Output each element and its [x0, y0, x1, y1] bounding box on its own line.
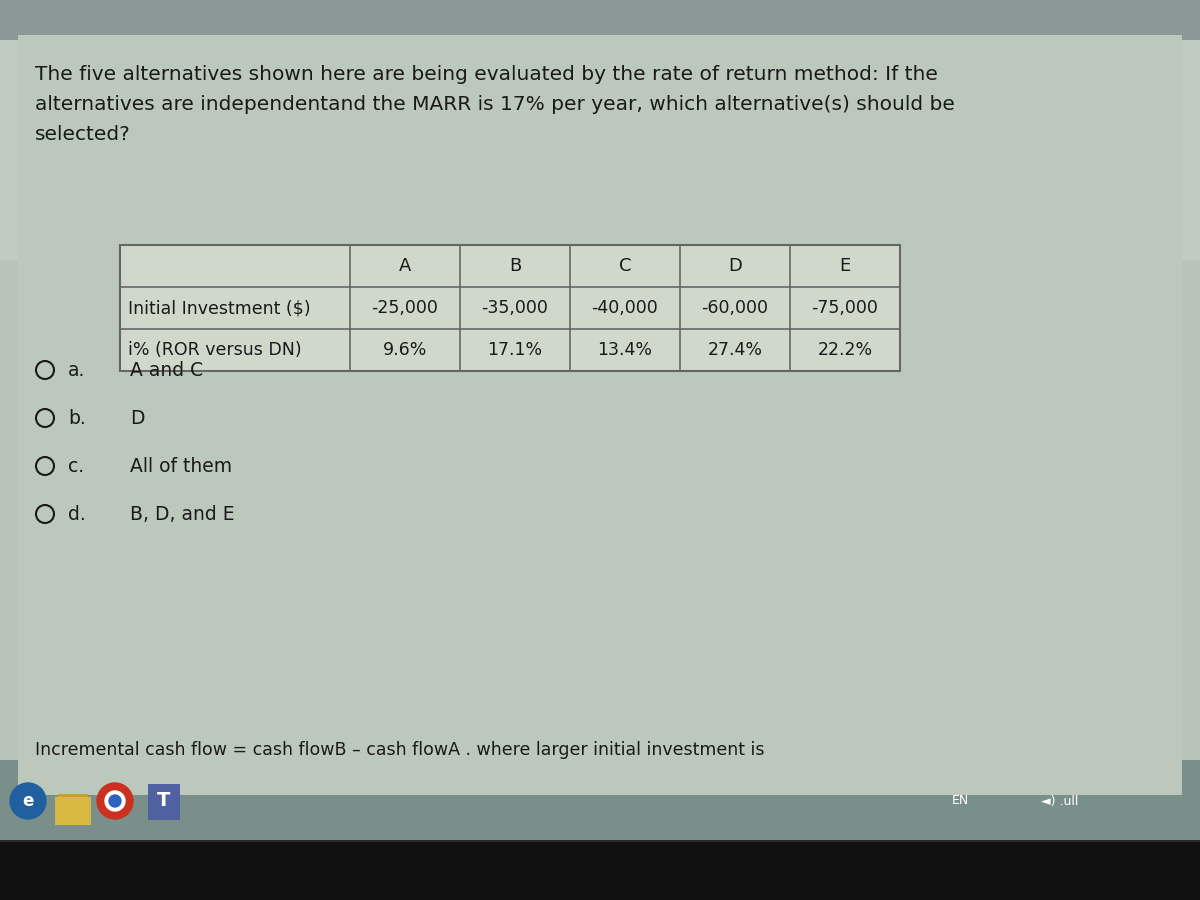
- Text: C: C: [619, 257, 631, 275]
- Text: T: T: [157, 791, 170, 811]
- Text: A: A: [398, 257, 412, 275]
- Bar: [120, 245, 900, 371]
- Text: -60,000: -60,000: [702, 299, 768, 317]
- Text: alternatives are independentand the MARR is 17% per year, which alternative(s) s: alternatives are independentand the MARR…: [35, 95, 955, 114]
- Bar: [0, 840, 1200, 900]
- Circle shape: [106, 791, 125, 811]
- Text: c.: c.: [68, 456, 84, 475]
- Text: 17.1%: 17.1%: [487, 341, 542, 359]
- Text: 13.4%: 13.4%: [598, 341, 653, 359]
- Text: ◄) .ull: ◄) .ull: [1042, 795, 1079, 807]
- Bar: [0, 40, 1200, 800]
- Text: EN: EN: [952, 795, 968, 807]
- Text: -40,000: -40,000: [592, 299, 659, 317]
- Text: -75,000: -75,000: [811, 299, 878, 317]
- Circle shape: [109, 795, 121, 807]
- Bar: [0, 842, 1200, 900]
- Text: All of them: All of them: [130, 456, 232, 475]
- Text: selected?: selected?: [35, 125, 131, 144]
- Bar: [0, 760, 1200, 840]
- Text: d.: d.: [68, 505, 85, 524]
- Bar: [0, 40, 1200, 260]
- Circle shape: [97, 783, 133, 819]
- Bar: [148, 784, 180, 820]
- Text: B, D, and E: B, D, and E: [130, 505, 235, 524]
- Text: i% (ROR versus DN): i% (ROR versus DN): [128, 341, 301, 359]
- Text: -25,000: -25,000: [372, 299, 438, 317]
- Text: b.: b.: [68, 409, 85, 428]
- Text: E: E: [839, 257, 851, 275]
- Text: B: B: [509, 257, 521, 275]
- Text: A and C: A and C: [130, 361, 203, 380]
- Bar: [18, 35, 1182, 795]
- Text: -35,000: -35,000: [481, 299, 548, 317]
- Text: D: D: [728, 257, 742, 275]
- Text: a.: a.: [68, 361, 85, 380]
- Bar: [55, 797, 91, 825]
- Bar: [0, 0, 1200, 40]
- Text: D: D: [130, 409, 144, 428]
- Text: e: e: [23, 792, 34, 810]
- Bar: [58, 794, 88, 818]
- Text: 22.2%: 22.2%: [817, 341, 872, 359]
- Text: 9.6%: 9.6%: [383, 341, 427, 359]
- Text: Initial Investment ($): Initial Investment ($): [128, 299, 311, 317]
- Circle shape: [10, 783, 46, 819]
- Text: The five alternatives shown here are being evaluated by the rate of return metho: The five alternatives shown here are bei…: [35, 65, 938, 84]
- Text: Incremental cash flow = cash flowB – cash flowA . where larger initial investmen: Incremental cash flow = cash flowB – cas…: [35, 741, 764, 759]
- Text: 27.4%: 27.4%: [708, 341, 762, 359]
